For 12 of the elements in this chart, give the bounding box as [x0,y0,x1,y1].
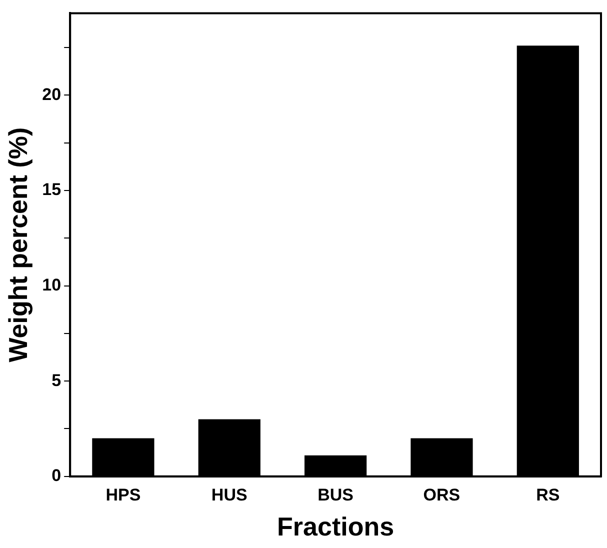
x-tick-label: ORS [423,485,460,504]
x-tick-label: HUS [211,485,248,504]
x-axis-title: Fractions [277,512,394,542]
x-tick-label: BUS [318,485,354,504]
y-tick-label: 0 [52,466,62,486]
y-tick-label: 20 [42,84,62,104]
y-tick-label: 10 [42,275,62,294]
y-axis-title: Weight percent (%) [2,127,33,362]
x-tick-label: HPS [106,485,141,504]
x-tick-label: RS [536,485,560,504]
y-tick-label: 15 [42,180,62,200]
y-tick-label: 5 [52,370,62,390]
